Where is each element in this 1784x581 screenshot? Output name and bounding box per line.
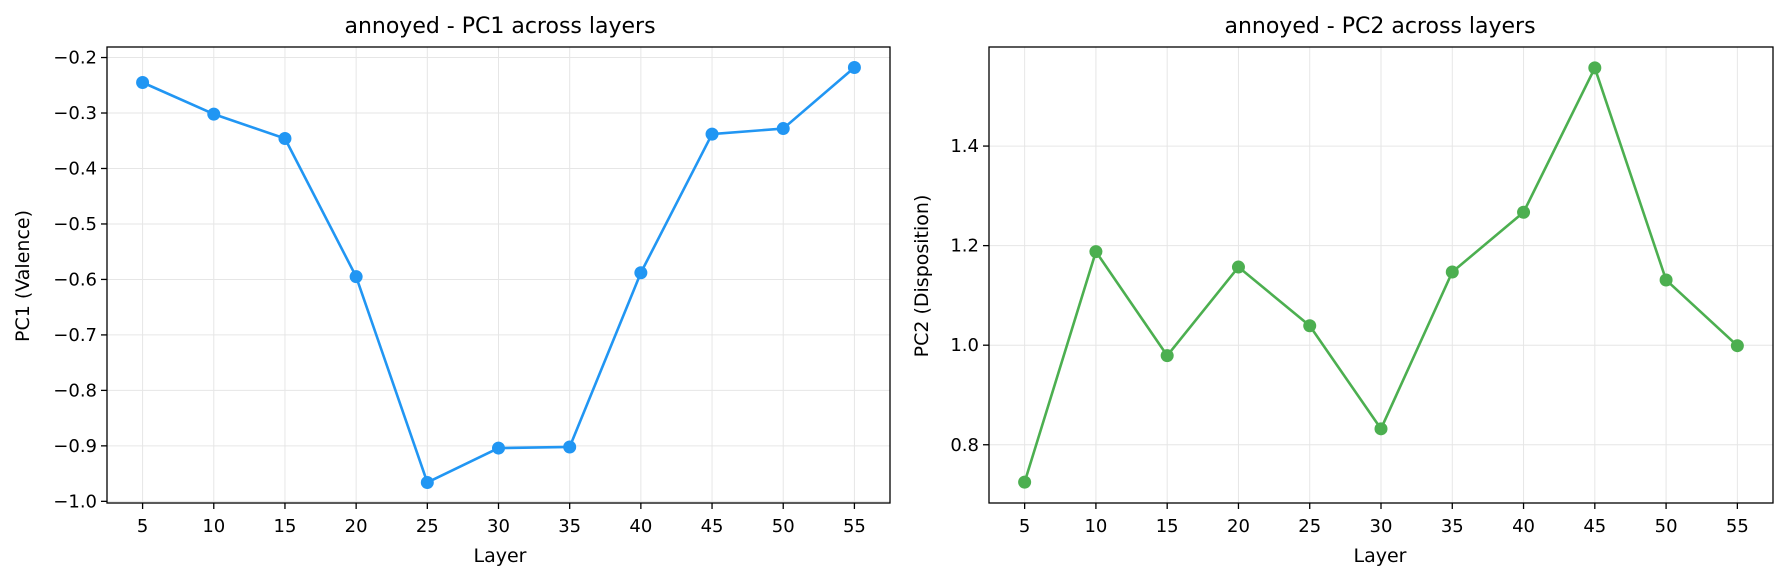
data-point: [420, 475, 434, 489]
x-tick-label: 50: [1655, 516, 1678, 537]
x-tick-label: 15: [274, 516, 297, 537]
data-point: [705, 127, 719, 141]
x-tick-label: 35: [558, 516, 581, 537]
data-point: [1517, 205, 1531, 219]
x-tick-label: 50: [772, 516, 795, 537]
x-tick-label: 20: [1227, 516, 1250, 537]
data-point: [1303, 319, 1317, 333]
x-tick-label: 45: [1583, 516, 1606, 537]
y-tick-label: −0.4: [53, 158, 97, 179]
data-point: [492, 441, 505, 455]
y-tick-label: 0.8: [950, 435, 979, 456]
y-axis-label: PC1 (Valence): [12, 210, 34, 342]
data-point: [207, 107, 221, 121]
data-point: [1659, 273, 1673, 287]
grid-lines: [989, 47, 1773, 503]
grid-lines: [107, 47, 890, 503]
y-tick-label: 1.4: [950, 136, 979, 157]
data-point: [1089, 245, 1103, 259]
x-tick-label: 30: [1370, 516, 1393, 537]
data-point: [1730, 339, 1744, 353]
y-tick-label: −0.8: [53, 380, 97, 401]
y-tick-label: −1.0: [53, 491, 97, 512]
x-tick-label: 5: [137, 516, 148, 537]
x-tick-label: 5: [1019, 516, 1030, 537]
x-tick-label: 40: [1512, 516, 1535, 537]
data-point: [1374, 422, 1388, 436]
data-point: [1588, 61, 1602, 75]
x-tick-label: 55: [1726, 516, 1749, 537]
data-point: [776, 122, 790, 136]
x-tick-label: 15: [1156, 516, 1179, 537]
data-point: [1445, 265, 1459, 279]
chart-title: annoyed - PC1 across layers: [344, 14, 655, 39]
y-tick-label: −0.5: [53, 214, 97, 235]
x-tick-label: 10: [202, 516, 225, 537]
data-point: [1160, 349, 1174, 363]
y-axis-label: PC2 (Disposition): [911, 195, 933, 358]
data-point: [349, 270, 363, 284]
data-point: [634, 266, 648, 280]
data-point: [1018, 475, 1032, 489]
chart-pc1: annoyed - PC1 across layers Layer PC1 (V…: [12, 14, 891, 567]
y-tick-label: −0.6: [53, 269, 97, 290]
y-tick-label: 1.0: [950, 335, 979, 356]
data-point: [1231, 260, 1245, 274]
y-tick-label: −0.3: [53, 103, 97, 124]
x-axis-label: Layer: [1354, 545, 1407, 567]
chart-pc2: annoyed - PC2 across layers Layer PC2 (D…: [911, 14, 1774, 567]
data-point: [847, 61, 861, 75]
chart-title: annoyed - PC2 across layers: [1224, 14, 1535, 39]
x-tick-label: 20: [345, 516, 368, 537]
x-tick-label: 10: [1084, 516, 1107, 537]
y-tick-label: −0.7: [53, 325, 97, 346]
data-point: [136, 76, 150, 90]
x-tick-label: 55: [843, 516, 866, 537]
y-tick-label: 1.2: [950, 236, 979, 257]
x-tick-label: 40: [629, 516, 652, 537]
x-tick-label: 25: [1298, 516, 1321, 537]
data-point: [278, 132, 292, 146]
x-axis-label: Layer: [474, 545, 527, 567]
y-tick-label: −0.2: [53, 48, 97, 69]
x-tick-label: 25: [416, 516, 439, 537]
data-point: [563, 440, 577, 454]
x-tick-label: 45: [701, 516, 724, 537]
y-tick-label: −0.9: [53, 436, 97, 457]
x-tick-label: 35: [1441, 516, 1464, 537]
x-tick-label: 30: [487, 516, 510, 537]
